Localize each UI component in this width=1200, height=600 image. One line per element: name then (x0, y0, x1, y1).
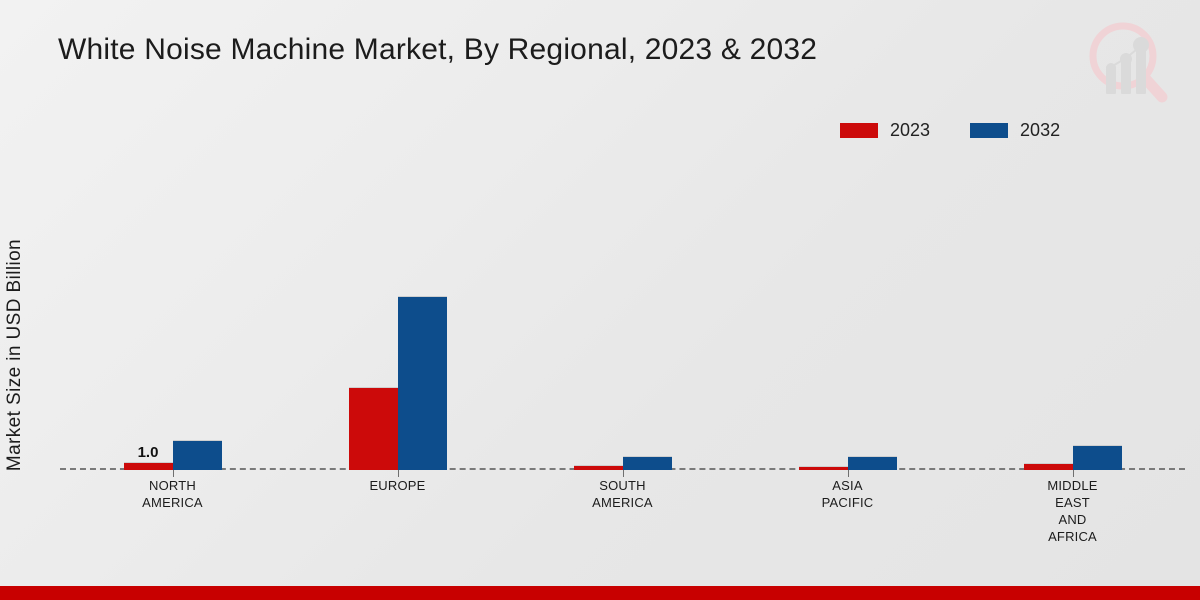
x-axis-category-label: NORTH AMERICA (93, 477, 253, 511)
y-axis-title: Market Size in USD Billion (2, 190, 28, 520)
bar-pair (348, 165, 447, 470)
bar-group: 1.0 NORTH AMERICA (123, 165, 222, 510)
bar-group: EUROPE (348, 165, 447, 493)
bar-group: MIDDLE EAST AND AFRICA (1023, 165, 1122, 544)
bar-2032-middle-east-and-africa[interactable] (1072, 445, 1122, 470)
legend-item-2032[interactable]: 2032 (970, 120, 1060, 141)
category-label-line: NORTH (149, 478, 196, 493)
legend-swatch-2032 (970, 123, 1009, 138)
bar-pair: 1.0 (123, 165, 222, 470)
category-label-line: SOUTH (599, 478, 646, 493)
legend-label-2023: 2023 (890, 120, 931, 140)
x-axis-tick (1072, 470, 1074, 477)
bar-2023-north-america[interactable]: 1.0 (123, 444, 173, 470)
y-axis-title-text: Market Size in USD Billion (4, 238, 25, 472)
x-axis-category-label: MIDDLE EAST AND AFRICA (993, 477, 1153, 545)
x-axis-tick (622, 470, 624, 477)
bar-pair (798, 165, 897, 470)
category-label-line: EAST (1055, 495, 1090, 510)
x-axis-tick (847, 470, 849, 477)
legend-swatch-2023 (840, 123, 878, 138)
category-label-line: AND (1058, 512, 1087, 527)
category-label-line: PACIFIC (821, 495, 874, 510)
bar-2032-south-america[interactable] (622, 455, 672, 470)
bar-2023-europe[interactable] (348, 387, 398, 470)
bar-2032-europe[interactable] (397, 296, 447, 470)
x-axis-category-label: SOUTH AMERICA (543, 477, 703, 511)
market-research-logo-watermark (1078, 12, 1178, 112)
magnifier-chart-icon (1089, 22, 1168, 103)
bar-group: ASIA PACIFIC (798, 165, 897, 510)
category-label-line: MIDDLE (1047, 478, 1098, 493)
category-label-line: AMERICA (142, 495, 203, 510)
category-label-line: AFRICA (1048, 529, 1097, 544)
chart-legend: 2023 2032 (840, 120, 1060, 141)
bar-pair (1023, 165, 1122, 470)
footer-accent-bar (0, 586, 1200, 600)
page-title: White Noise Machine Market, By Regional,… (58, 33, 818, 66)
legend-item-2023[interactable]: 2023 (840, 120, 930, 141)
category-label-line: EUROPE (369, 478, 426, 493)
category-label-line: AMERICA (592, 495, 653, 510)
bar-2023-asia-pacific[interactable] (798, 466, 848, 470)
bar-2023-middle-east-and-africa[interactable] (1023, 462, 1073, 470)
bar-group: SOUTH AMERICA (573, 165, 672, 510)
bar-2032-asia-pacific[interactable] (847, 455, 897, 470)
legend-label-2032: 2032 (1020, 120, 1061, 140)
x-axis-category-label: EUROPE (318, 477, 478, 494)
bar-2032-north-america[interactable] (172, 439, 222, 470)
x-axis-category-label: ASIA PACIFIC (768, 477, 928, 511)
x-axis-tick (397, 470, 399, 477)
bar-value-label: 1.0 (137, 444, 159, 462)
bar-2023-south-america[interactable] (573, 465, 623, 470)
category-label-line: ASIA (832, 478, 863, 493)
plot-area: 1.0 NORTH AMERICA EUROPE SOUTH AMERICA ASIA PAC… (60, 165, 1185, 544)
bar-pair (573, 165, 672, 470)
x-axis-tick (172, 470, 174, 477)
